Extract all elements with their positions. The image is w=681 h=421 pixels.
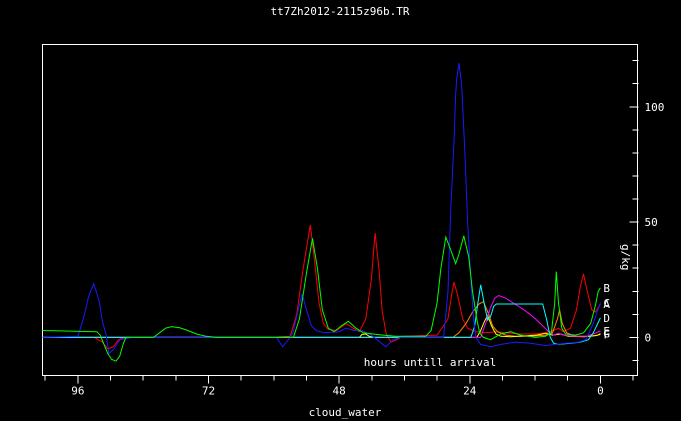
series-C-end-label: C [603, 297, 610, 310]
series-A-end-label: A [603, 298, 610, 311]
series-G-end-label: G [603, 327, 610, 340]
x-axis-annotation: hours untill arrival [364, 356, 496, 369]
y-tick-label: 0 [645, 331, 652, 344]
chart-title: tt7Zh2012-2115z96b.TR [270, 5, 409, 18]
series-E-end-label: E [603, 325, 610, 338]
y-tick-label: 50 [645, 216, 658, 229]
x-tick-label: 0 [597, 385, 604, 398]
plot-frame [42, 44, 638, 376]
x-tick-label: 96 [71, 385, 84, 398]
y-tick-label: 100 [645, 101, 665, 114]
x-tick-label: 24 [463, 385, 477, 398]
series-A-line [42, 225, 601, 350]
series-B-line [42, 235, 601, 362]
series-F-end-label: F [603, 328, 610, 341]
x-axis-variable-label: cloud_water [309, 406, 382, 419]
series-B-end-label: B [603, 282, 610, 295]
x-tick-label: 48 [333, 385, 346, 398]
series-E-line [42, 294, 601, 338]
series-C-line [42, 62, 601, 355]
series-D-end-label: D [603, 312, 610, 325]
y-axis-label: g/kg [619, 244, 632, 271]
series-D-line [42, 284, 601, 345]
x-tick-label: 72 [202, 385, 215, 398]
